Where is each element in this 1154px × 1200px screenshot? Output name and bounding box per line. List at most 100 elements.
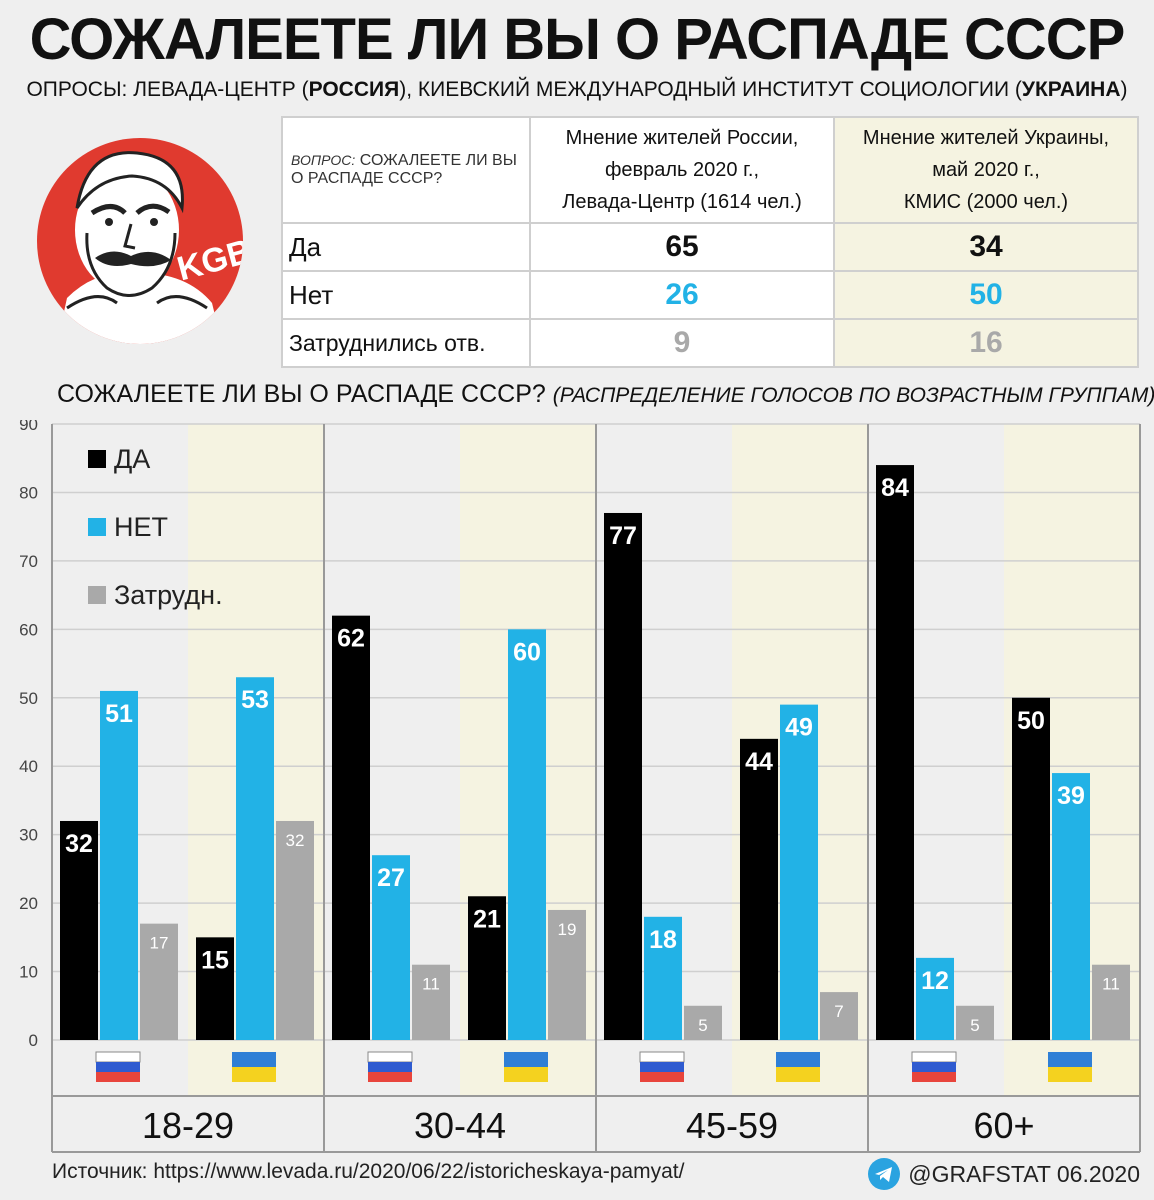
data-label: 39	[1057, 782, 1085, 810]
data-label: 18	[649, 926, 677, 954]
russia-flag-icon	[912, 1072, 956, 1082]
subtitle: ОПРОСЫ: ЛЕВАДА-ЦЕНТР (РОССИЯ), КИЕВСКИЙ …	[0, 78, 1154, 102]
bar-ua-2	[548, 909, 586, 1040]
russia-flag-icon	[640, 1062, 684, 1072]
brand-text: @GRAFSTAT 06.2020	[908, 1160, 1140, 1187]
russia-flag-icon	[911, 1051, 957, 1063]
bar-ru-1	[100, 690, 138, 1040]
logo-text: KGB	[173, 232, 243, 288]
bar-ua-0	[740, 738, 778, 1040]
ukraine-flag-icon	[232, 1052, 276, 1067]
x-group-label: 30-44	[414, 1105, 506, 1146]
bar-ru-0	[876, 465, 914, 1040]
legend-label: Затрудн.	[114, 580, 223, 610]
x-group-label: 45-59	[686, 1105, 778, 1146]
russia-flag-icon	[95, 1051, 141, 1063]
table-row: Да 65 34	[281, 222, 1139, 272]
row-label-yes: Да	[281, 222, 531, 272]
data-label: 49	[785, 714, 813, 742]
y-tick-label: 70	[19, 552, 38, 571]
data-label: 15	[201, 946, 229, 974]
data-label: 21	[473, 905, 501, 933]
row-label-no: Нет	[281, 270, 531, 320]
telegram-icon	[868, 1158, 901, 1190]
source-text: Источник: https://www.levada.ru/2020/06/…	[52, 1160, 685, 1183]
data-label: 12	[921, 967, 949, 995]
data-label: 51	[105, 700, 133, 728]
bar-ua-1	[780, 704, 818, 1040]
stalin-portrait-icon: KGB	[57, 151, 243, 344]
data-label: 19	[558, 920, 577, 939]
russia-flag-icon	[912, 1062, 956, 1072]
bar-ru-0	[604, 512, 642, 1040]
subtitle-suffix: )	[1120, 78, 1128, 101]
russia-header-line: февраль 2020 г.,	[604, 159, 760, 181]
russia-flag-icon	[96, 1072, 140, 1082]
russia-header: Мнение жителей России, февраль 2020 г., …	[529, 116, 835, 224]
russia-flag-icon	[639, 1051, 685, 1063]
russia-header-line: Левада-Центр (1614 чел.)	[562, 191, 802, 213]
bar-ua-1	[236, 677, 274, 1040]
subtitle-prefix: ОПРОСЫ: ЛЕВАДА-ЦЕНТР (	[26, 78, 309, 101]
legend-swatch	[88, 450, 106, 468]
bar-ru-2	[412, 964, 450, 1040]
page-title: СОЖАЛЕЕТЕ ЛИ ВЫ О РАСПАДЕ СССР	[29, 7, 1126, 72]
ukraine-hard: 16	[833, 318, 1139, 368]
y-tick-label: 80	[19, 483, 38, 502]
kgb-logo: KGB	[37, 138, 243, 344]
bar-ua-2	[276, 820, 314, 1040]
bar-ua-1	[508, 629, 546, 1040]
ukraine-flag-icon	[776, 1067, 820, 1082]
data-label: 32	[286, 831, 305, 850]
russia-flag-icon	[96, 1062, 140, 1072]
ukraine-yes: 34	[833, 222, 1139, 272]
y-tick-label: 60	[19, 620, 38, 639]
ukraine-no: 50	[833, 270, 1139, 320]
bar-ru-1	[372, 855, 410, 1040]
data-label: 7	[834, 1002, 843, 1021]
subtitle-russia: РОССИЯ	[308, 78, 400, 101]
chart-title-italic: (РАСПРЕДЕЛЕНИЕ ГОЛОСОВ ПО ВОЗРАСТНЫМ ГРУ…	[552, 384, 1154, 407]
data-label: 11	[1102, 975, 1120, 994]
data-label: 5	[970, 1016, 979, 1035]
bar-ua-2	[820, 992, 858, 1040]
data-label: 62	[337, 625, 365, 653]
question-cell: ВОПРОС: СОЖАЛЕЕТЕ ЛИ ВЫ О РАСПАДЕ СССР?	[281, 116, 531, 224]
ukraine-flag-icon	[504, 1067, 548, 1082]
bar-ru-2	[684, 1005, 722, 1040]
poll-table: ВОПРОС: СОЖАЛЕЕТЕ ЛИ ВЫ О РАСПАДЕ СССР? …	[281, 116, 1139, 368]
russia-flag-icon	[368, 1072, 412, 1082]
brand: @GRAFSTAT 06.2020	[868, 1158, 1140, 1190]
ukraine-flag-icon	[1048, 1067, 1092, 1082]
data-label: 11	[422, 975, 440, 994]
chart-title: СОЖАЛЕЕТЕ ЛИ ВЫ О РАСПАДЕ СССР? (РАСПРЕД…	[57, 380, 1154, 409]
data-label: 44	[745, 748, 773, 776]
bar-ru-0	[332, 615, 370, 1040]
russia-flag-icon	[640, 1072, 684, 1082]
ukraine-flag-icon	[232, 1067, 276, 1082]
table-row: Затруднились отв. 9 16	[281, 318, 1139, 368]
question-text: СОЖАЛЕЕТЕ ЛИ ВЫ	[359, 152, 517, 169]
data-label: 17	[150, 934, 169, 953]
subtitle-middle: ), КИЕВСКИЙ МЕЖДУНАРОДНЫЙ ИНСТИТУТ СОЦИО…	[399, 78, 1022, 101]
legend-label: ДА	[114, 444, 150, 474]
legend-label: НЕТ	[114, 512, 168, 542]
y-tick-label: 90	[19, 420, 38, 434]
row-label-hard: Затруднились отв.	[281, 318, 531, 368]
legend-swatch	[88, 586, 106, 604]
bar-ru-1	[644, 916, 682, 1040]
y-tick-label: 10	[19, 963, 38, 982]
data-label: 27	[377, 864, 405, 892]
russia-no: 26	[529, 270, 835, 320]
bar-ua-2	[1092, 964, 1130, 1040]
x-group-label: 18-29	[142, 1105, 234, 1146]
ukraine-header: Мнение жителей Украины, май 2020 г., КМИ…	[833, 116, 1139, 224]
y-tick-label: 40	[19, 757, 38, 776]
russia-header-line: Мнение жителей России,	[565, 127, 799, 149]
table-row: Нет 26 50	[281, 270, 1139, 320]
data-label: 5	[698, 1016, 707, 1035]
subtitle-ukraine: УКРАИНА	[1021, 78, 1121, 101]
data-label: 50	[1017, 707, 1045, 735]
bar-ru-1	[916, 957, 954, 1040]
data-label: 77	[609, 522, 637, 550]
